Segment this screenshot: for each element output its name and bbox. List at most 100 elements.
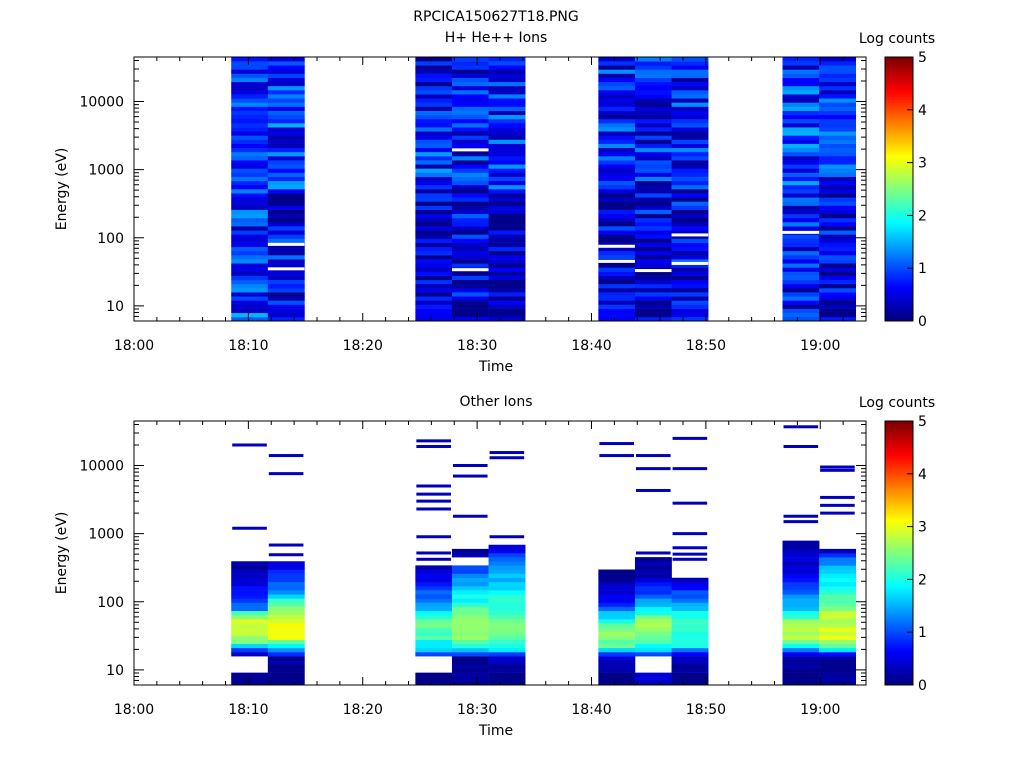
heatmap-cell (267, 292, 305, 297)
heatmap-cell (819, 656, 857, 661)
heatmap-cell (451, 577, 489, 583)
heatmap-cell (231, 627, 269, 632)
colorbar-tick-label: 3 (918, 156, 927, 172)
heatmap-cell (451, 180, 489, 186)
heatmap-cell (782, 643, 820, 649)
heatmap-cell (488, 312, 526, 318)
heatmap-cell (782, 201, 820, 206)
heatmap-cell (488, 652, 526, 657)
heatmap-cell (488, 676, 526, 682)
heatmap-cell (634, 139, 672, 144)
heatmap-cell (598, 312, 636, 318)
colorbar-swatch (885, 489, 913, 493)
heatmap-cell (819, 98, 857, 103)
heatmap-cell (819, 672, 857, 678)
heatmap-cell (671, 635, 709, 640)
heatmap-cell (415, 57, 453, 62)
heatmap-cell (782, 627, 820, 632)
heatmap-cell (634, 573, 672, 579)
heatmap-cell (634, 143, 672, 149)
heatmap-cell (598, 304, 636, 309)
heatmap-cell (267, 259, 305, 264)
heatmap-cell (415, 627, 453, 632)
heatmap-cell (782, 267, 820, 272)
heatmap-cell (671, 602, 709, 607)
heatmap-cell (488, 308, 526, 314)
heatmap-cell (231, 263, 269, 268)
heatmap-cell (415, 312, 453, 318)
heatmap-cell (782, 676, 820, 682)
colorbar-swatch (885, 582, 913, 586)
heatmap-cell (598, 205, 636, 210)
heatmap-cell (598, 110, 636, 116)
heatmap-cell (267, 81, 305, 87)
heatmap-cell (451, 635, 489, 640)
top-heatmap-cells (231, 57, 857, 322)
figure-title: RPCICA150627T18.PNG (413, 9, 578, 25)
heatmap-cell (231, 614, 269, 620)
sparse-count-line (452, 514, 488, 518)
colorbar-border (884, 56, 914, 322)
heatmap-cell (451, 102, 489, 107)
heatmap-cell (634, 222, 672, 227)
colorbar-swatch (885, 270, 913, 274)
heatmap-cell (488, 668, 526, 673)
colorbar-swatch (885, 423, 913, 427)
heatmap-cell (267, 577, 305, 583)
heatmap-cell (415, 65, 453, 70)
colorbar-swatch (885, 473, 913, 477)
heatmap-cell (267, 296, 305, 301)
heatmap-cell (488, 213, 526, 219)
heatmap-cell (231, 312, 269, 318)
top-x-axis: 18:00 18:10 18:20 18:30 18:40 18:50 19:00 (114, 57, 867, 354)
heatmap-cell (782, 573, 820, 579)
colorbar-swatch (885, 447, 913, 451)
colorbar-swatch (885, 204, 913, 208)
colorbar-swatch (885, 434, 913, 438)
heatmap-cell (634, 619, 672, 624)
heatmap-cell (598, 85, 636, 91)
heatmap-cell (488, 147, 526, 153)
heatmap-cell (415, 581, 453, 587)
heatmap-cell (415, 180, 453, 186)
heatmap-cell (488, 77, 526, 83)
heatmap-cell (634, 312, 672, 318)
heatmap-cell (231, 222, 269, 227)
heatmap-cell (415, 652, 453, 657)
heatmap-cell (598, 234, 636, 239)
heatmap-cell (488, 606, 526, 612)
sparse-count-line (672, 532, 708, 536)
heatmap-cell (267, 672, 305, 678)
heatmap-cell (488, 131, 526, 136)
heatmap-cell (782, 680, 820, 686)
top-colorbar: 0 1 2 3 4 5 (884, 50, 927, 330)
heatmap-cell (671, 271, 709, 276)
heatmap-cell (488, 238, 526, 243)
heatmap-cell (267, 676, 305, 682)
colorbar-swatch (885, 421, 913, 425)
heatmap-cell (231, 672, 269, 678)
heatmap-cell (488, 553, 526, 558)
colorbar-swatch (885, 257, 913, 261)
heatmap-cell (488, 127, 526, 132)
heatmap-cell (598, 250, 636, 256)
colorbar-swatch (885, 186, 913, 190)
heatmap-cell (671, 77, 709, 83)
colorbar-swatch (885, 315, 913, 319)
heatmap-cell (231, 118, 269, 124)
heatmap-cell (231, 267, 269, 272)
heatmap-cell (451, 77, 489, 83)
heatmap-cell (267, 275, 305, 281)
colorbar-swatch (885, 159, 913, 163)
heatmap-cell (671, 69, 709, 74)
heatmap-cell (231, 275, 269, 281)
colorbar-swatch (885, 426, 913, 430)
heatmap-cell (231, 230, 269, 235)
heatmap-cell (267, 176, 305, 182)
colorbar-swatch (885, 220, 913, 224)
heatmap-cell (819, 255, 857, 260)
heatmap-cell (415, 147, 453, 153)
heatmap-cell (598, 635, 636, 640)
heatmap-cell (267, 288, 305, 293)
heatmap-cell (671, 652, 709, 657)
